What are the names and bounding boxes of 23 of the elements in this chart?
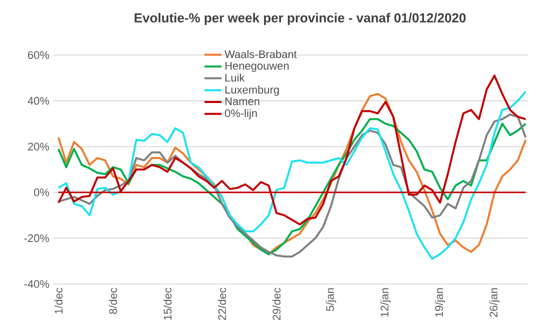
y-tick-label: 60%: [28, 51, 50, 59]
x-tick-label: 15/dec: [163, 288, 172, 320]
x-tick-label: 12/jan: [380, 288, 391, 317]
chart-title: Evolutie-% per week per provincie - vanaf 01/012/2020: [134, 12, 466, 26]
x-tick-label: 26/jan: [489, 288, 500, 317]
legend-label: Henegouwen: [225, 62, 289, 72]
y-tick-label: 0%: [34, 188, 50, 196]
x-tick-label: 5/jan: [326, 288, 336, 311]
legend-label: 0%-lijn: [224, 109, 257, 120]
x-tick-label: 29/dec: [272, 288, 281, 320]
x-tick-label: 22/dec: [218, 288, 226, 320]
y-tick-label: 20%: [28, 142, 50, 150]
x-tick-label: 1/dec: [54, 288, 62, 314]
y-tick-label: -40%: [24, 280, 50, 288]
line-series: [57, 74, 527, 226]
y-tick-label: -20%: [24, 234, 50, 242]
x-tick-label: 8/dec: [108, 288, 118, 314]
legend-label: Luxemburg: [225, 86, 279, 96]
y-tick-label: 40%: [28, 96, 50, 105]
legend-label: Luik: [225, 74, 245, 82]
legend-label: Namen: [225, 98, 260, 106]
legend-label: Waals-Brabant: [224, 50, 297, 58]
x-tick-label: 19/jan: [434, 288, 446, 317]
